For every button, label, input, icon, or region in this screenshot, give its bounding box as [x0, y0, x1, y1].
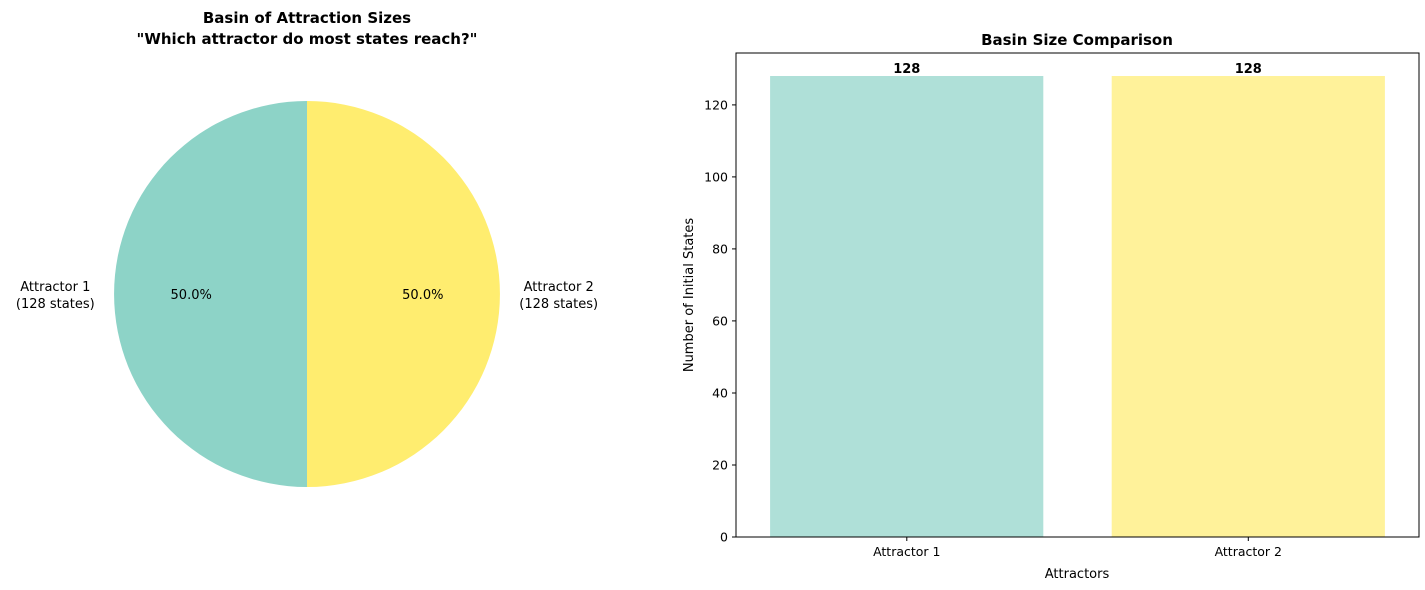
- y-tick-label-5: 100: [704, 169, 728, 184]
- pie-slice-sublabel-2: (128 states): [519, 297, 598, 312]
- bar-1: [770, 76, 1044, 537]
- x-tick-label-1: Attractor 1: [873, 544, 940, 559]
- plot-frame: [735, 52, 1420, 538]
- pie-slice-label-2: Attractor 2: [524, 280, 594, 295]
- bar-chart: Basin Size Comparison 128 128 0 20 40 60 80 10…: [682, 31, 1420, 582]
- bar-value-label-2: 128: [1235, 62, 1262, 77]
- pie-slice-2: [307, 101, 500, 487]
- pie-chart: Basin of Attraction Sizes "Which attract…: [16, 9, 598, 487]
- x-axis-label: Attractors: [1045, 567, 1110, 582]
- x-axis: Attractor 1 Attractor 2: [873, 537, 1282, 559]
- y-tick-label-6: 120: [704, 97, 728, 112]
- pie-pct-label-2: 50.0%: [402, 288, 443, 303]
- y-tick-label-3: 60: [712, 313, 728, 328]
- pie-pct-label-1: 50.0%: [171, 288, 212, 303]
- y-tick-label-4: 80: [712, 241, 728, 256]
- pie-texts: 50.0% Attractor 1 (128 states) 50.0% Attract…: [16, 280, 598, 312]
- pie-slice-sublabel-1: (128 states): [16, 297, 95, 312]
- pie-slices: [114, 101, 500, 487]
- bar-2: [1111, 76, 1385, 537]
- bar-marks: 128 128: [770, 62, 1385, 537]
- pie-slice-1: [114, 101, 308, 487]
- pie-title-line2: "Which attractor do most states reach?": [137, 30, 478, 48]
- bar-title: Basin Size Comparison: [981, 31, 1173, 49]
- y-tick-label-2: 40: [712, 386, 728, 401]
- x-tick-label-2: Attractor 2: [1215, 544, 1282, 559]
- pie-slice-label-1: Attractor 1: [20, 280, 90, 295]
- y-tick-label-0: 0: [720, 530, 728, 545]
- y-axis: 0 20 40 60 80 100 120: [704, 97, 736, 545]
- pie-title-line1: Basin of Attraction Sizes: [203, 9, 411, 27]
- y-axis-label: Number of Initial States: [682, 218, 697, 373]
- y-tick-label-1: 20: [712, 458, 728, 473]
- bar-value-label-1: 128: [893, 62, 920, 77]
